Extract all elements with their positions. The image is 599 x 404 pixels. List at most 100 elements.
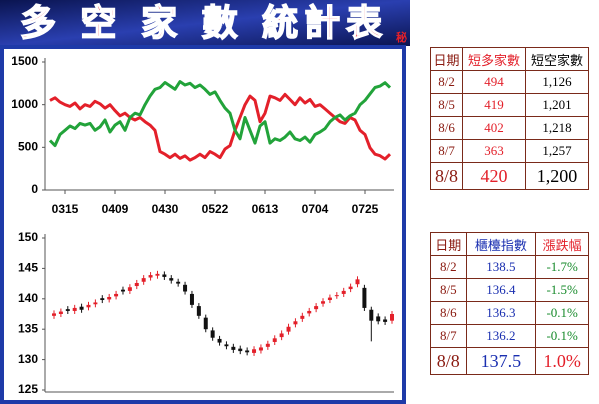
x-tick-label: 0430 xyxy=(152,202,179,216)
candle-body xyxy=(196,306,201,316)
table-cell: 1,126 xyxy=(525,70,589,94)
candle-body xyxy=(341,290,346,294)
candle-body xyxy=(231,346,236,350)
candle-body xyxy=(355,279,360,285)
table-cell: 136.3 xyxy=(465,301,537,325)
candle-body xyxy=(114,293,119,297)
candle-body xyxy=(107,296,112,300)
table-cell: 日期 xyxy=(430,232,467,256)
y-tick-label: 0 xyxy=(31,182,38,196)
x-tick-label: 0613 xyxy=(252,202,279,216)
table-cell: 1,201 xyxy=(525,93,589,117)
y-tick-label: 135 xyxy=(18,321,38,335)
candle-body xyxy=(362,287,367,308)
banner xyxy=(0,0,410,46)
candle-body xyxy=(307,310,312,314)
candle-body xyxy=(327,297,332,301)
candle-body xyxy=(58,311,63,314)
candle-body xyxy=(314,306,319,310)
table-row: 8/6 402 1,218 xyxy=(429,116,589,140)
candle-body xyxy=(369,309,374,321)
table-cell: 8/7 xyxy=(430,324,467,348)
title: 多 空 家 數 統計表 xyxy=(20,2,388,44)
table-cell: 138.5 xyxy=(465,255,537,279)
table-cell: 494 xyxy=(462,70,527,94)
table-row: 8/2 138.5 -1.7% xyxy=(430,255,589,279)
candle-body xyxy=(203,317,208,330)
table-row: 8/8 137.5 1.0% xyxy=(430,347,589,375)
candle-body xyxy=(217,338,222,343)
table-cell: 漲跌幅 xyxy=(535,232,589,256)
candle-body xyxy=(279,333,284,338)
x-tick-label: 0409 xyxy=(102,202,129,216)
x-tick-label: 0704 xyxy=(302,202,329,216)
y-tick-label: 140 xyxy=(18,291,38,305)
line xyxy=(48,80,392,148)
candle-body xyxy=(93,302,98,305)
candle-body xyxy=(224,344,229,347)
table-cell: 363 xyxy=(462,139,527,163)
table-cell: 137.5 xyxy=(465,347,537,375)
table-cell: 8/5 xyxy=(429,93,464,117)
table-cell: 420 xyxy=(462,162,527,190)
table-cell: 1,218 xyxy=(525,116,589,140)
candle-body xyxy=(293,321,298,325)
candle-body xyxy=(189,293,194,305)
x-tick-label: 0522 xyxy=(202,202,229,216)
table-cell: -1.5% xyxy=(535,278,589,302)
table-cell: 8/2 xyxy=(430,255,467,279)
candle-body xyxy=(100,298,105,301)
candle-body xyxy=(169,278,174,281)
candle-body xyxy=(348,286,353,290)
table-row: 8/8 420 1,200 xyxy=(429,162,589,190)
table-cell: 8/8 xyxy=(430,347,467,375)
y-tick-label: 1500 xyxy=(11,54,38,68)
candle-body xyxy=(321,301,326,304)
table: 日期 櫃檯指數 漲跌幅 8/2 138.5 -1.7% 8/5 136.4 -1.5% 8/6 13… xyxy=(430,232,589,375)
candle-body xyxy=(383,319,388,322)
candle-body xyxy=(162,274,167,277)
table-cell: 402 xyxy=(462,116,527,140)
table-cell: 136.2 xyxy=(465,324,537,348)
y-tick-label: 130 xyxy=(18,352,38,366)
candle-body xyxy=(286,326,291,332)
candle-body xyxy=(79,306,84,310)
table-cell: -1.7% xyxy=(535,255,589,279)
table-cell: 1,257 xyxy=(525,139,589,163)
candle-body xyxy=(183,284,188,292)
y-tick-label: 500 xyxy=(18,140,38,154)
candle-body xyxy=(65,309,70,311)
table-cell: 短多家數 xyxy=(462,47,527,71)
candle-body xyxy=(134,282,139,287)
candle-body xyxy=(72,307,77,311)
table-cell: 136.4 xyxy=(465,278,537,302)
table-cell: 日期 xyxy=(429,47,464,71)
candle-body xyxy=(334,295,339,297)
table: 日期 短多家數 短空家數 8/2 494 1,126 8/5 419 1,201 8/6 402 1,… xyxy=(429,47,589,190)
candle-body xyxy=(390,314,394,321)
panel xyxy=(0,45,406,404)
candle-body xyxy=(127,287,132,291)
table-cell: 8/8 xyxy=(429,162,464,190)
candle-body xyxy=(148,275,153,278)
table-cell: 1.0% xyxy=(535,347,589,375)
badge: 秘 xyxy=(396,30,407,44)
table-row: 8/2 494 1,126 xyxy=(429,70,589,94)
table-row: 8/5 419 1,201 xyxy=(429,93,589,117)
candle-body xyxy=(176,281,181,284)
candle-body xyxy=(376,316,381,322)
line xyxy=(49,92,392,162)
candle-body xyxy=(238,348,243,352)
x-tick-label: 0725 xyxy=(352,202,379,216)
candle-body xyxy=(52,313,56,316)
candle-body xyxy=(252,349,257,353)
table-cell: 8/6 xyxy=(430,301,467,325)
table-cell: 8/7 xyxy=(429,139,464,163)
y-tick-label: 145 xyxy=(18,261,38,275)
table-cell: -0.1% xyxy=(535,301,589,325)
table-cell: 櫃檯指數 xyxy=(465,232,537,256)
y-tick-label: 150 xyxy=(18,230,38,244)
candle-body xyxy=(272,338,277,342)
